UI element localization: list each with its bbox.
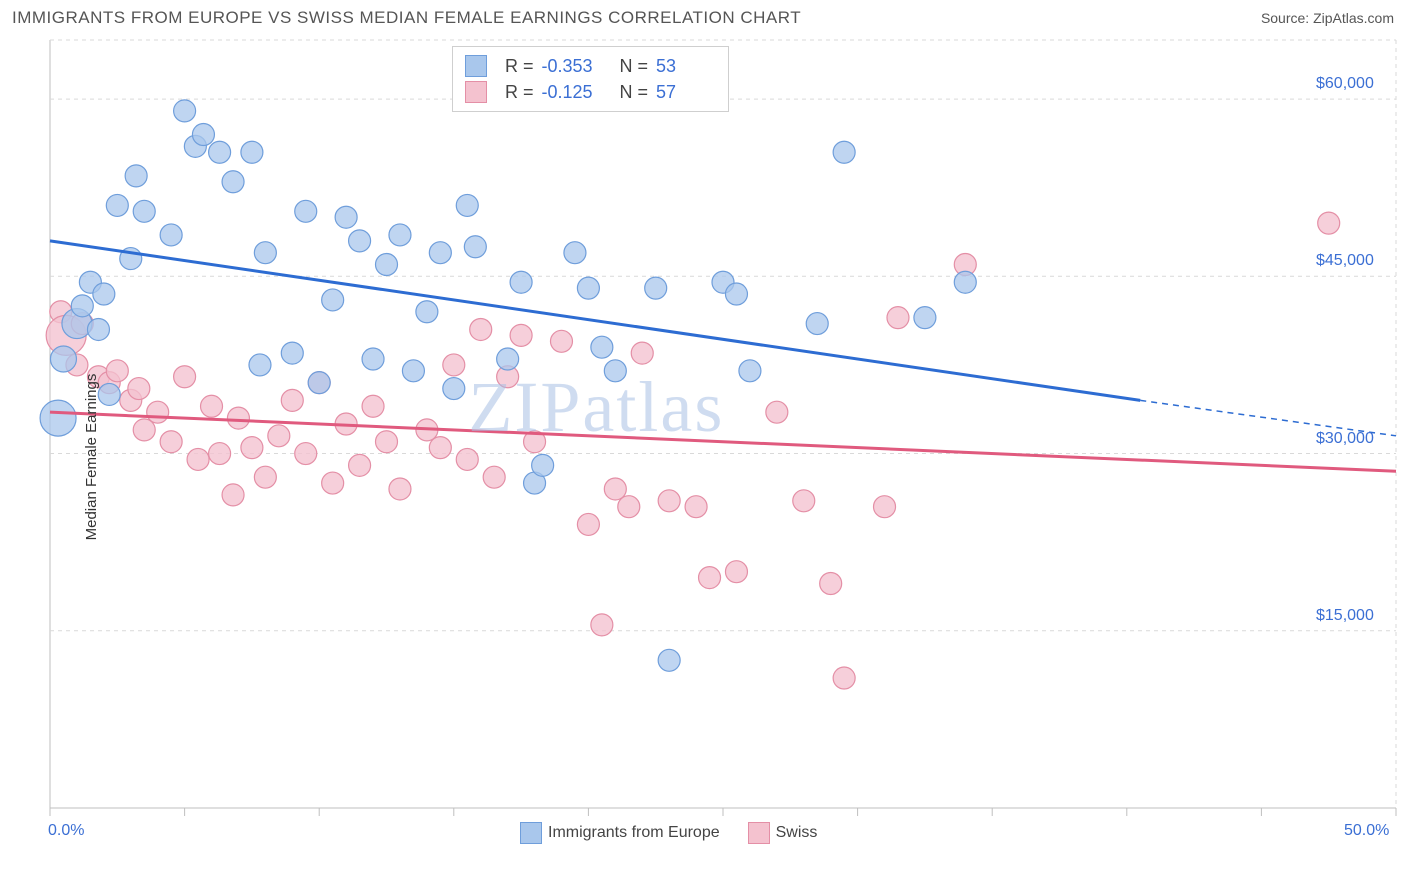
scatter-svg <box>0 32 1406 882</box>
y-tick-label: $45,000 <box>1316 252 1374 270</box>
series-swatch <box>465 55 487 77</box>
source-label: Source: ZipAtlas.com <box>1261 10 1394 26</box>
chart-area: Median Female Earnings ZIPatlas R =-0.35… <box>0 32 1406 882</box>
legend-label: Immigrants from Europe <box>548 824 720 841</box>
correlation-stats-box: R =-0.353N =53R =-0.125N =57 <box>452 46 729 112</box>
legend-swatch <box>748 822 770 844</box>
chart-title: IMMIGRANTS FROM EUROPE VS SWISS MEDIAN F… <box>12 8 801 28</box>
stat-row: R =-0.125N =57 <box>465 79 716 105</box>
legend-swatch <box>520 822 542 844</box>
y-tick-label: $60,000 <box>1316 75 1374 93</box>
series-swatch <box>465 81 487 103</box>
y-tick-label: $30,000 <box>1316 430 1374 448</box>
stat-row: R =-0.353N =53 <box>465 53 716 79</box>
y-axis-label: Median Female Earnings <box>83 374 100 541</box>
legend-label: Swiss <box>776 824 818 841</box>
legend-item: Swiss <box>748 822 818 844</box>
y-tick-label: $15,000 <box>1316 607 1374 625</box>
legend-bottom: Immigrants from Europe Swiss <box>520 822 817 844</box>
x-max-label: 50.0% <box>1344 822 1389 840</box>
x-min-label: 0.0% <box>48 822 84 840</box>
legend-item: Immigrants from Europe <box>520 822 720 844</box>
